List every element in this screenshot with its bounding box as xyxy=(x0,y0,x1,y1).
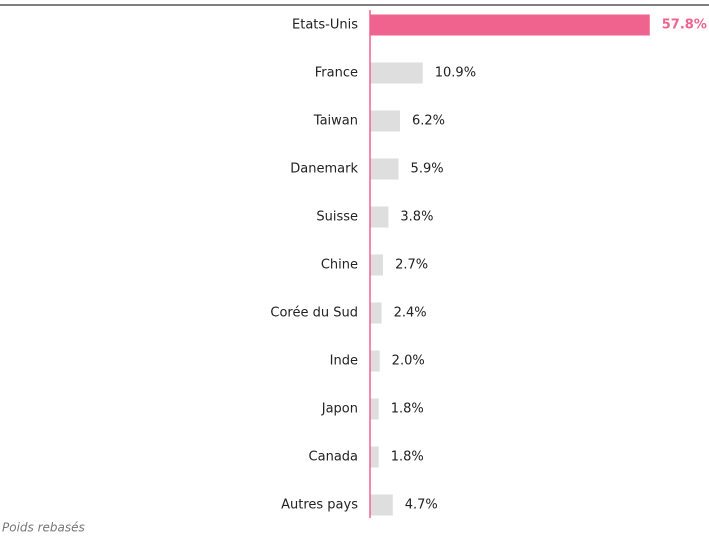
category-label: Taiwan xyxy=(313,114,358,129)
value-label: 10.9% xyxy=(435,66,476,81)
category-label: Canada xyxy=(309,450,358,465)
value-label: 57.8% xyxy=(662,18,707,33)
bar xyxy=(370,62,423,84)
bar xyxy=(370,398,379,420)
category-label: Inde xyxy=(330,354,358,369)
bar xyxy=(370,158,399,180)
footnote: Poids rebasés xyxy=(2,521,85,535)
value-label: 5.9% xyxy=(411,162,444,177)
value-label: 2.7% xyxy=(395,258,428,273)
category-label: Danemark xyxy=(290,162,358,177)
category-label: Japon xyxy=(321,402,358,417)
value-label: 2.0% xyxy=(392,354,425,369)
value-label: 6.2% xyxy=(412,114,445,129)
category-label: Etats-Unis xyxy=(292,18,358,33)
category-label: Corée du Sud xyxy=(270,306,358,321)
category-label: France xyxy=(315,66,358,81)
bar xyxy=(370,254,384,276)
bar xyxy=(370,14,650,36)
value-label: 3.8% xyxy=(400,210,433,225)
category-label: Suisse xyxy=(316,210,358,225)
value-label: 1.8% xyxy=(391,402,424,417)
category-label: Autres pays xyxy=(281,498,358,513)
bar xyxy=(370,302,382,324)
value-label: 2.4% xyxy=(394,306,427,321)
bar xyxy=(370,446,379,468)
bar xyxy=(370,110,401,132)
bar xyxy=(370,494,393,516)
bar xyxy=(370,350,380,372)
value-label: 4.7% xyxy=(405,498,438,513)
bar xyxy=(370,206,389,228)
category-label: Chine xyxy=(321,258,358,273)
value-label: 1.8% xyxy=(391,450,424,465)
